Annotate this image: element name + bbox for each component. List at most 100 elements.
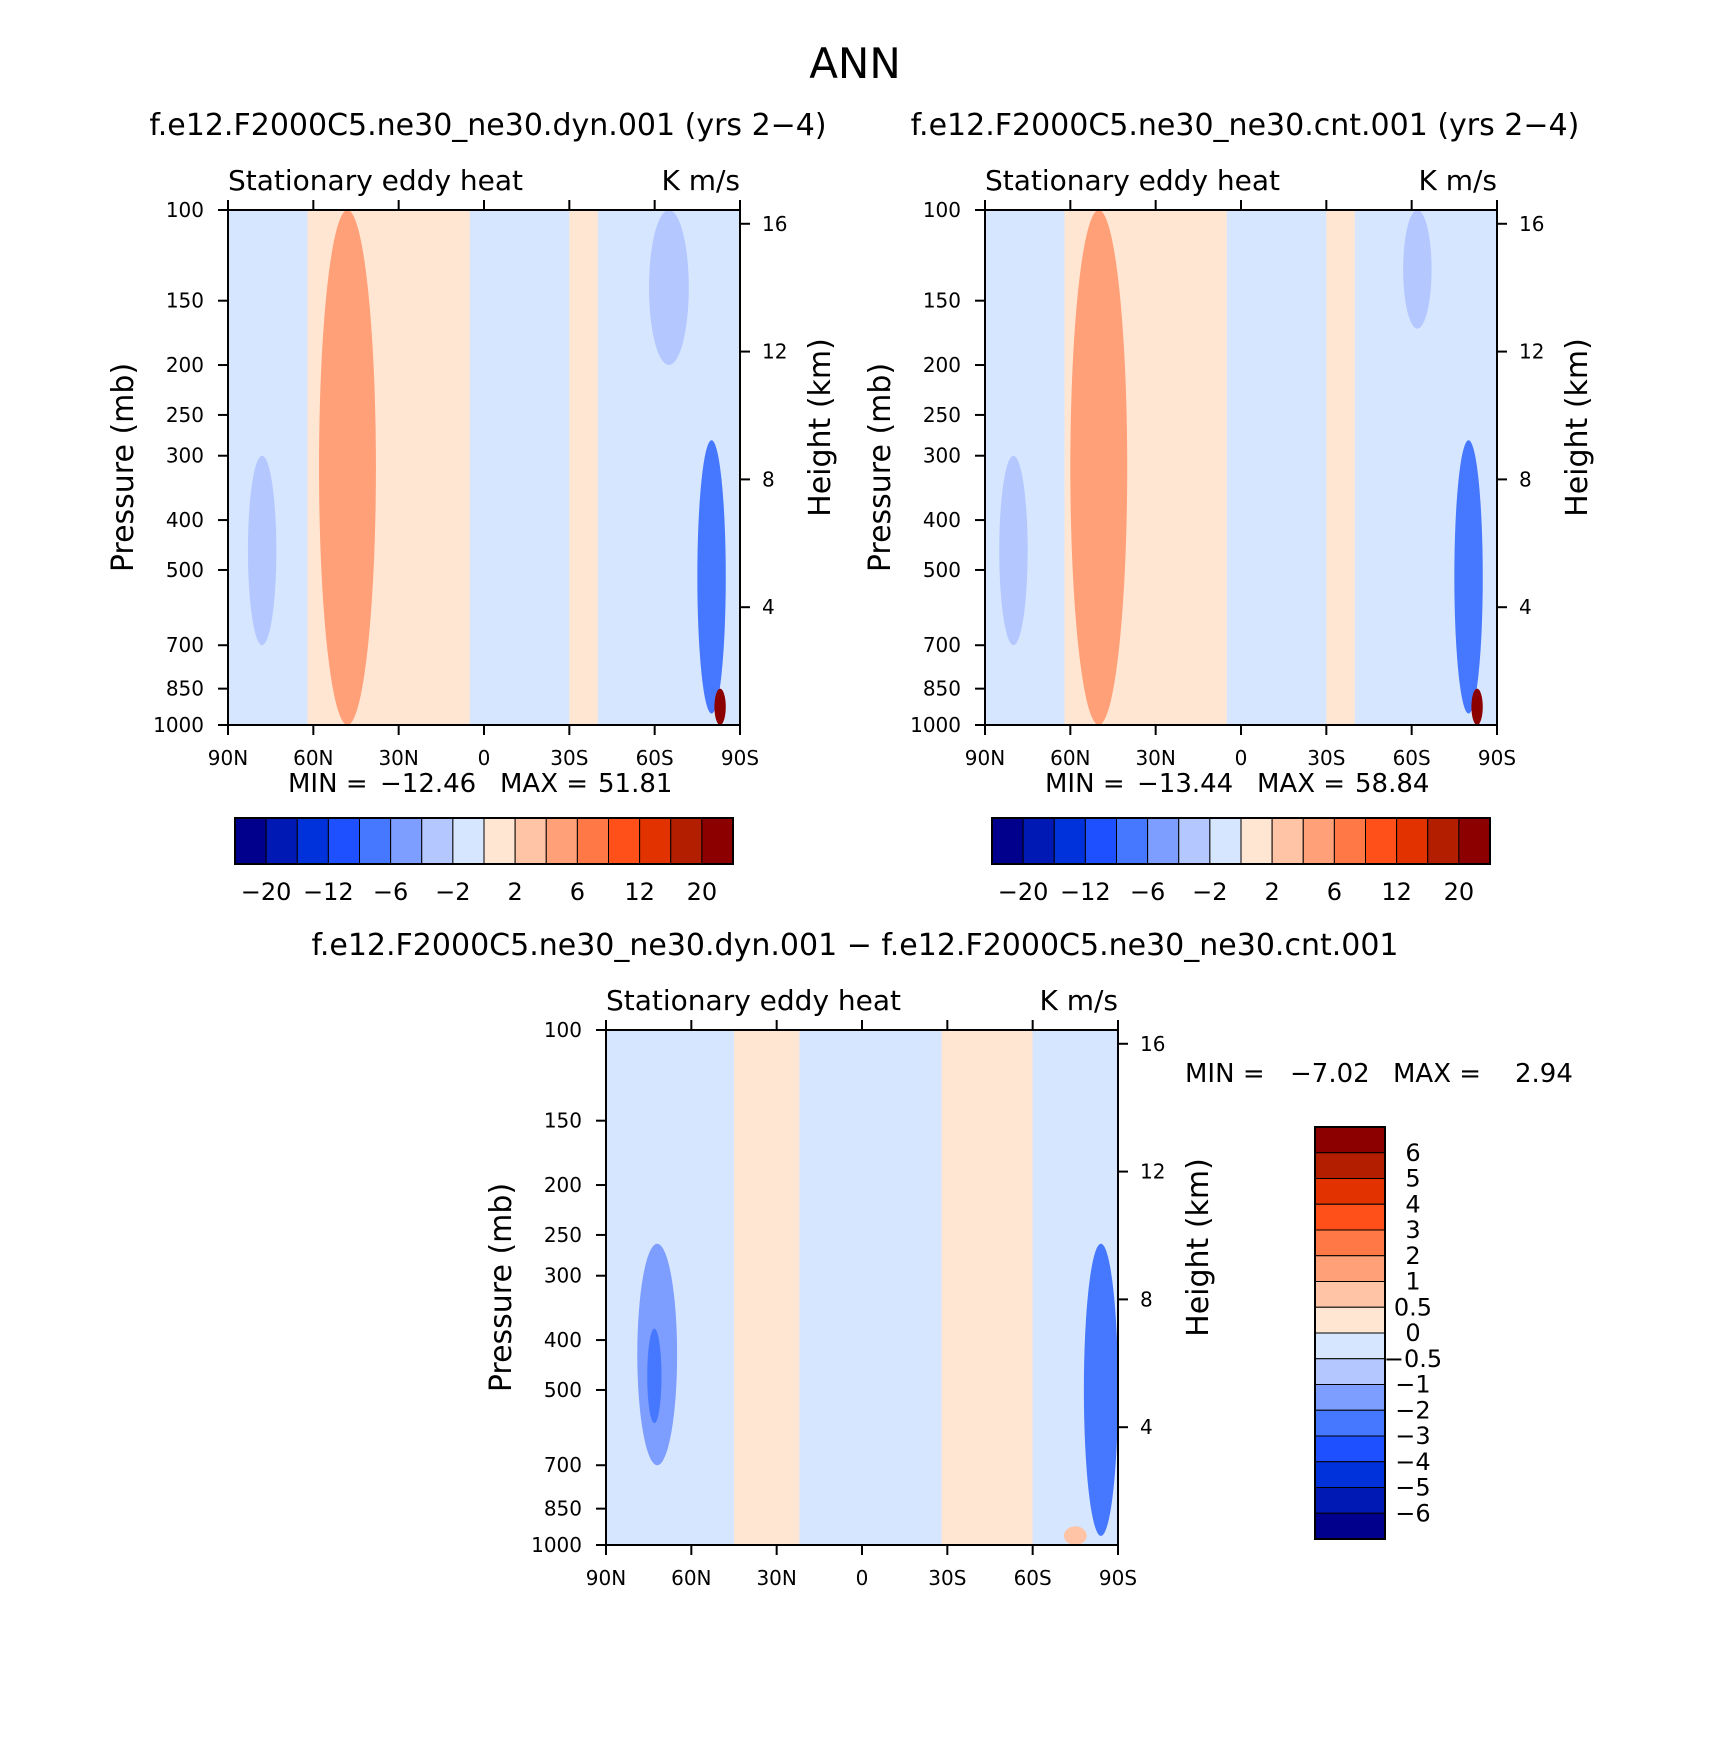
x-tick-label: 90S — [1478, 746, 1516, 770]
units-label: K m/s — [1039, 984, 1118, 1017]
y-tick-label: 500 — [544, 1378, 582, 1402]
x-tick-label: 0 — [478, 746, 491, 770]
colorbar-label: −6 — [1395, 1499, 1430, 1527]
colorbar-swatch — [545, 817, 578, 865]
colorbar-swatch — [1022, 817, 1055, 865]
colorbar-label: 0 — [1405, 1319, 1420, 1347]
colorbar-swatch — [1178, 817, 1211, 865]
x-tick-label: 60S — [636, 746, 674, 770]
y-tick-label: 400 — [544, 1328, 582, 1352]
colorbar-label: −2 — [435, 878, 470, 906]
y-tick-label: 250 — [166, 403, 204, 427]
x-tick-label: 30N — [1135, 746, 1175, 770]
x-tick-label: 90N — [586, 1566, 626, 1590]
colorbar-swatch — [1271, 817, 1304, 865]
colorbar-swatch — [1314, 1409, 1386, 1437]
min-label: MIN = — [288, 769, 368, 799]
colorbar-label: −6 — [373, 878, 408, 906]
contour-feature — [647, 1328, 662, 1424]
y-axis-label: Pressure (mb) — [106, 363, 141, 572]
y-axis-right-label: Height (km) — [1560, 338, 1595, 517]
colorbar-label: −2 — [1395, 1396, 1430, 1424]
colorbar-label: −6 — [1130, 878, 1165, 906]
contour-feature — [697, 440, 726, 714]
y-axis-right-label: Height (km) — [1181, 1158, 1216, 1337]
panel-title: f.e12.F2000C5.ne30_ne30.cnt.001 (yrs 2−4… — [911, 108, 1580, 143]
colorbar-swatch — [576, 817, 609, 865]
colorbar-label: −1 — [1395, 1371, 1430, 1399]
colorbar-label: −3 — [1395, 1422, 1430, 1450]
colorbar-swatch — [991, 817, 1024, 865]
y-tick-label: 1000 — [910, 713, 961, 737]
x-tick-label: 30S — [928, 1566, 966, 1590]
panel-2: f.e12.F2000C5.ne30_ne30.dyn.001 − f.e12.… — [311, 928, 1572, 1590]
colorbar-label: 1 — [1405, 1268, 1420, 1296]
colorbar-swatch — [1314, 1281, 1386, 1308]
colorbar-swatch — [1396, 817, 1429, 865]
colorbar: −20 −12 −6 −2 2 6 12 20 — [234, 817, 734, 906]
contour-feature — [1471, 688, 1483, 725]
y-right-tick-label: 4 — [762, 595, 775, 619]
y-axis-label: Pressure (mb) — [863, 363, 898, 572]
y-right-tick-label: 12 — [762, 340, 787, 364]
colorbar-frame — [991, 817, 1491, 865]
y-right-tick-label: 12 — [1519, 340, 1544, 364]
colorbar-swatch — [1314, 1461, 1386, 1488]
colorbar-swatch — [1314, 1178, 1386, 1205]
colorbar-swatch — [234, 817, 267, 865]
x-tick-label: 60N — [671, 1566, 711, 1590]
panel-title: f.e12.F2000C5.ne30_ne30.dyn.001 (yrs 2−4… — [149, 108, 826, 143]
colorbar-label: 4 — [1405, 1190, 1420, 1218]
colorbar-swatch — [1333, 817, 1366, 865]
colorbar-label: −2 — [1192, 878, 1227, 906]
y-right-tick-label: 16 — [762, 212, 787, 236]
max-value: 58.84 — [1355, 769, 1429, 799]
colorbar-swatch — [327, 817, 360, 865]
y-tick-label: 700 — [544, 1453, 582, 1477]
x-tick-label: 90N — [208, 746, 248, 770]
colorbar-label: 3 — [1405, 1216, 1420, 1244]
contour-feature — [648, 210, 689, 366]
y-tick-label: 400 — [923, 508, 961, 532]
colorbar-swatch — [1084, 817, 1117, 865]
colorbar-swatch — [265, 817, 298, 865]
y-right-tick-label: 12 — [1140, 1160, 1165, 1184]
colorbar-label: 0.5 — [1394, 1293, 1432, 1321]
colorbar-label: −12 — [1060, 878, 1111, 906]
colorbar-label: −12 — [303, 878, 354, 906]
contour-feature — [247, 455, 277, 646]
contour-feature — [1454, 440, 1483, 714]
y-right-tick-label: 8 — [1140, 1287, 1153, 1311]
min-label: MIN = — [1185, 1059, 1265, 1089]
contour-feature — [1083, 1243, 1118, 1536]
colorbar-label: −4 — [1395, 1448, 1430, 1476]
colorbar-swatch — [1458, 817, 1491, 865]
y-tick-label: 100 — [544, 1018, 582, 1042]
colorbar-label: 6 — [1405, 1139, 1420, 1167]
field-band — [469, 210, 570, 725]
y-tick-label: 500 — [166, 558, 204, 582]
contour-feature — [1063, 1526, 1087, 1546]
panel-0: f.e12.F2000C5.ne30_ne30.dyn.001 (yrs 2−4… — [106, 108, 838, 906]
colorbar-swatch — [1314, 1126, 1386, 1154]
x-tick-label: 90S — [1099, 1566, 1137, 1590]
x-tick-label: 0 — [856, 1566, 869, 1590]
y-tick-label: 300 — [544, 1264, 582, 1288]
min-value: −12.46 — [380, 769, 476, 799]
y-tick-label: 1000 — [531, 1533, 582, 1557]
colorbar-frame — [234, 817, 734, 865]
x-tick-label: 90S — [721, 746, 759, 770]
max-label: MAX = — [1393, 1059, 1481, 1089]
colorbar-swatch — [608, 817, 641, 865]
y-tick-label: 850 — [544, 1497, 582, 1521]
y-tick-label: 1000 — [153, 713, 204, 737]
x-tick-label: 60S — [1014, 1566, 1052, 1590]
y-right-tick-label: 8 — [762, 467, 775, 491]
colorbar-label: 6 — [570, 878, 585, 906]
colorbar-swatch — [483, 817, 516, 865]
y-tick-label: 100 — [923, 198, 961, 222]
colorbar-swatch — [1147, 817, 1180, 865]
variable-label: Stationary eddy heat — [985, 164, 1280, 197]
y-right-tick-label: 16 — [1519, 212, 1544, 236]
